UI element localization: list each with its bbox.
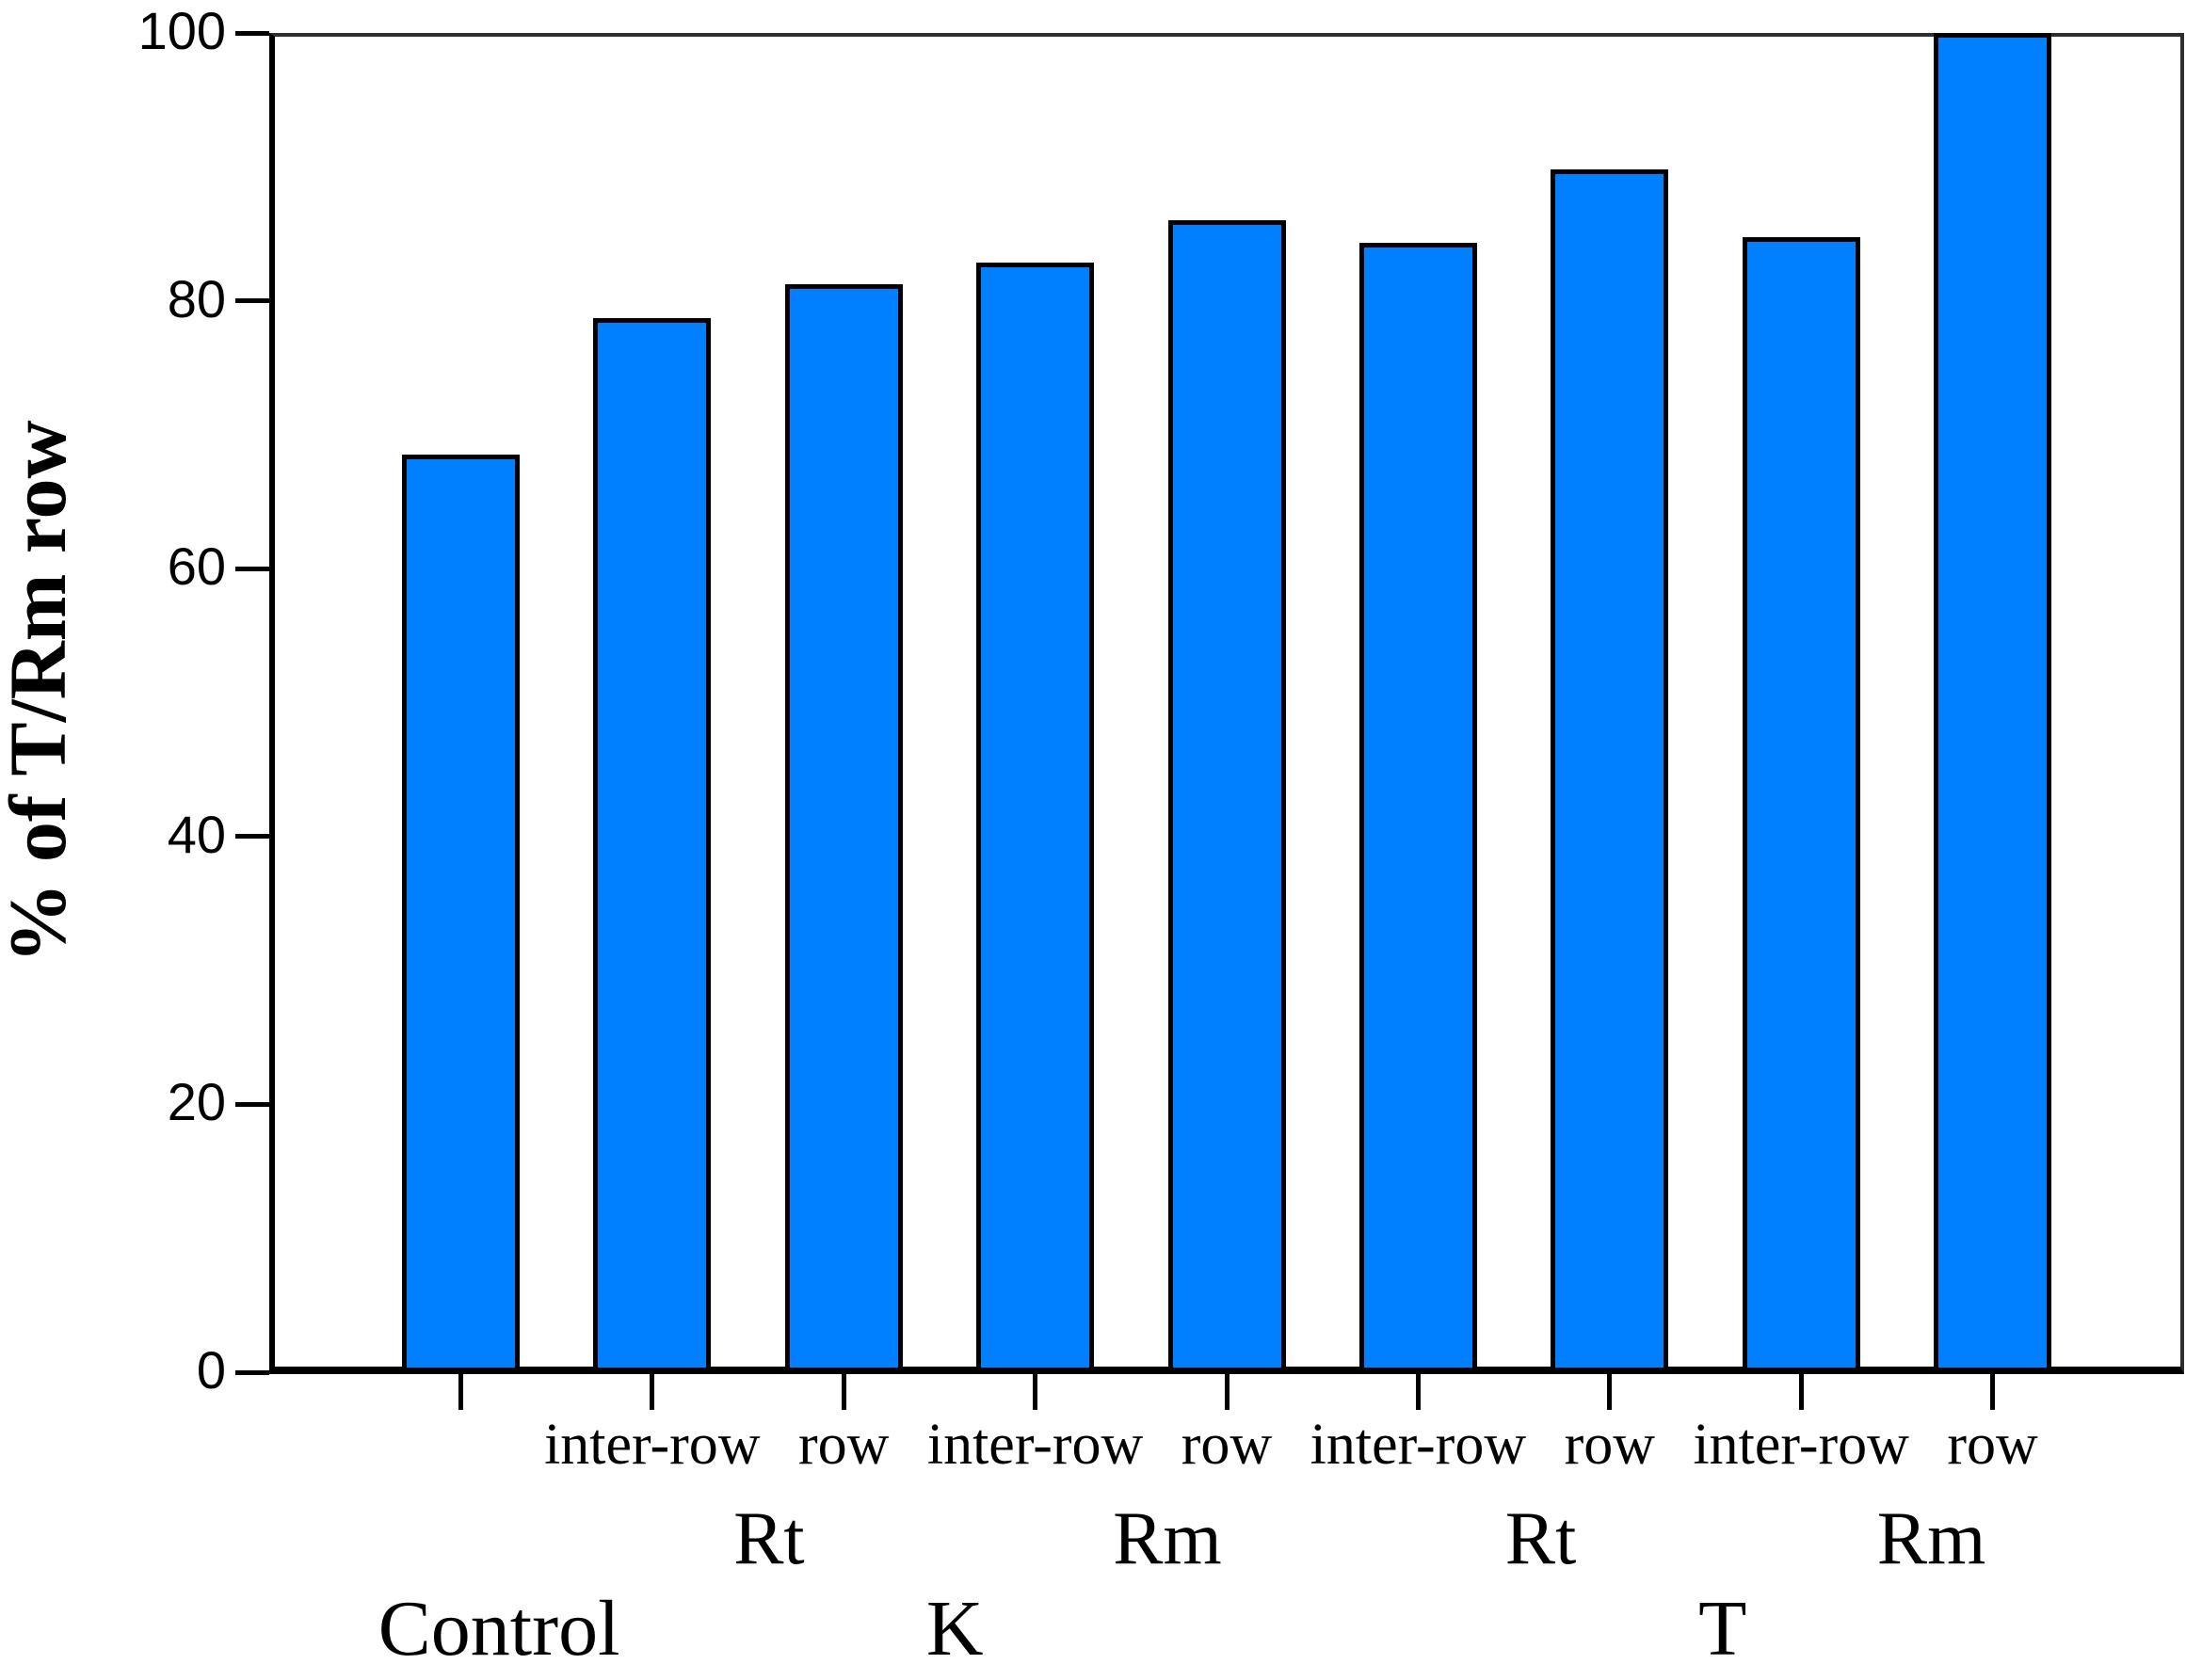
x-axis-tick xyxy=(650,1374,655,1410)
y-axis-tick xyxy=(235,566,269,571)
group-label: Rt xyxy=(733,1497,805,1580)
x-axis-tick xyxy=(1990,1374,1996,1410)
y-axis-tick-label: 80 xyxy=(167,268,226,328)
bar xyxy=(401,454,520,1372)
bar xyxy=(1551,168,1669,1372)
bar xyxy=(1742,237,1860,1372)
x-axis-tick xyxy=(1415,1374,1421,1410)
x-axis-tick xyxy=(1224,1374,1230,1410)
x-axis-tick xyxy=(1607,1374,1613,1410)
bar xyxy=(1934,33,2052,1372)
group-label: Rm xyxy=(1876,1497,1986,1580)
x-tick-label: row xyxy=(1947,1413,2038,1477)
treatment-label: Control xyxy=(378,1585,620,1672)
x-tick-label: inter-row xyxy=(926,1413,1144,1477)
bar xyxy=(784,284,903,1372)
y-axis-tick-label: 20 xyxy=(167,1072,226,1132)
y-axis-tick-label: 60 xyxy=(167,536,226,597)
y-axis-tick xyxy=(235,298,269,304)
treatment-label: T xyxy=(1698,1585,1747,1672)
x-axis-tick xyxy=(1033,1374,1038,1410)
group-label: Rm xyxy=(1113,1497,1222,1580)
y-axis-tick-label: 0 xyxy=(196,1339,226,1400)
x-tick-label: inter-row xyxy=(1310,1413,1527,1477)
bar xyxy=(976,263,1095,1372)
y-axis-tick xyxy=(235,30,269,36)
x-tick-label: row xyxy=(797,1413,890,1477)
y-axis-tick-label: 40 xyxy=(167,804,226,864)
bar xyxy=(593,317,712,1372)
x-axis-tick xyxy=(458,1374,463,1410)
x-tick-label: row xyxy=(1181,1413,1273,1477)
group-label: Rt xyxy=(1504,1497,1577,1580)
y-axis-tick xyxy=(235,1101,269,1107)
x-tick-label: inter-row xyxy=(544,1413,761,1477)
x-axis-tick xyxy=(841,1374,846,1410)
y-axis-title: % of T/Rm row xyxy=(0,420,83,964)
y-axis-tick xyxy=(235,1369,269,1375)
x-tick-label: row xyxy=(1564,1413,1655,1477)
bar xyxy=(1358,243,1477,1372)
x-tick-label: inter-row xyxy=(1693,1413,1909,1477)
y-axis-tick xyxy=(235,834,269,840)
treatment-label: K xyxy=(925,1585,984,1672)
bar xyxy=(1167,219,1286,1372)
x-axis-tick xyxy=(1798,1374,1804,1410)
y-axis-tick-label: 100 xyxy=(137,0,226,60)
